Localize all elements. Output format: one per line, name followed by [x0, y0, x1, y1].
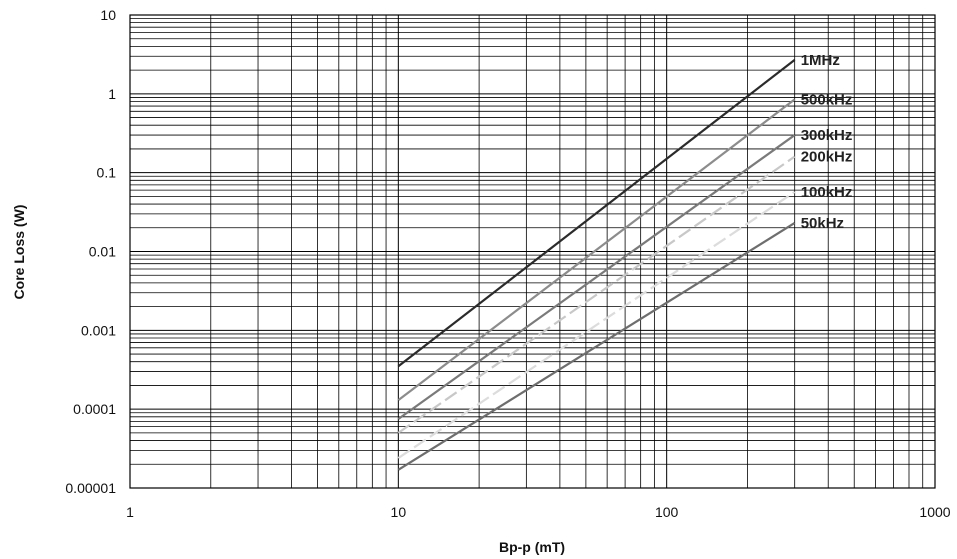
- y-tick-label: 1: [108, 86, 116, 102]
- y-tick-label: 10: [100, 7, 116, 23]
- y-axis-label: Core Loss (W): [11, 205, 27, 300]
- chart-series-group: [397, 58, 796, 471]
- series-line: [397, 155, 796, 434]
- x-axis-ticks: 1 10 100 1000: [126, 504, 951, 520]
- x-tick-label: 1: [126, 504, 134, 520]
- x-tick-label: 1000: [919, 504, 950, 520]
- series-line: [397, 222, 796, 471]
- series-label: 500kHz: [801, 91, 853, 108]
- series-line: [397, 134, 796, 420]
- x-axis-label: Bp-p (mT): [499, 539, 565, 555]
- series-line: [397, 98, 796, 402]
- series-label: 1MHz: [801, 52, 840, 69]
- series-label: 100kHz: [801, 184, 853, 201]
- y-tick-label: 0.001: [81, 322, 116, 338]
- chart-series-labels: 1MHz 500kHz 300kHz 200kHz 100kHz 50kHz: [801, 52, 853, 232]
- y-tick-label: 0.0001: [73, 401, 116, 417]
- y-axis-ticks: 10 1 0.1 0.01 0.001 0.0001 0.00001: [65, 7, 116, 496]
- series-line: [397, 190, 796, 459]
- chart-grid: [129, 14, 936, 489]
- series-line: [397, 58, 796, 368]
- series-label: 200kHz: [801, 149, 853, 166]
- series-label: 50kHz: [801, 215, 844, 232]
- y-tick-label: 0.01: [89, 244, 116, 260]
- y-tick-label: 0.1: [97, 165, 117, 181]
- plot-border: [129, 14, 936, 489]
- series-label: 300kHz: [801, 127, 853, 144]
- y-tick-label: 0.00001: [65, 480, 116, 496]
- x-tick-label: 10: [391, 504, 407, 520]
- x-tick-label: 100: [655, 504, 679, 520]
